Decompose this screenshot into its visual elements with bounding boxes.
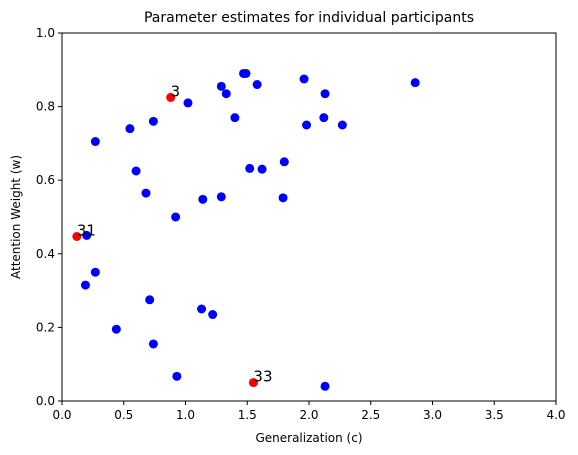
x-axis-label: Generalization (c): [255, 431, 362, 445]
point: [279, 157, 289, 167]
point: [125, 124, 135, 134]
x-tick-label: 2.5: [361, 408, 380, 422]
point: [171, 212, 181, 222]
point-label: 3: [171, 82, 181, 100]
point: [302, 120, 312, 130]
y-tick-label: 0.6: [36, 173, 55, 187]
x-tick-label: 0.5: [114, 408, 133, 422]
point: [319, 113, 329, 123]
point: [148, 339, 158, 349]
point: [198, 194, 208, 204]
x-tick-label: 1.5: [238, 408, 257, 422]
y-tick-label: 0.0: [36, 394, 55, 408]
point: [245, 163, 255, 173]
point: [197, 304, 207, 314]
x-tick-label: 2.0: [299, 408, 318, 422]
point: [299, 74, 309, 84]
point: [72, 232, 82, 242]
point: [320, 381, 330, 391]
point: [278, 193, 288, 203]
y-tick-label: 0.8: [36, 100, 55, 114]
point: [257, 164, 267, 174]
y-tick-label: 1.0: [36, 26, 55, 40]
point: [252, 80, 262, 90]
point: [248, 378, 258, 388]
x-tick-label: 3.5: [485, 408, 504, 422]
point: [90, 267, 100, 277]
chart-title: Parameter estimates for individual parti…: [144, 10, 474, 26]
point-label: 33: [253, 368, 272, 386]
point: [241, 68, 251, 78]
point: [148, 116, 158, 126]
point: [111, 324, 121, 334]
point: [230, 113, 240, 123]
point: [337, 120, 347, 130]
y-tick-label: 0.4: [36, 247, 55, 261]
point: [320, 89, 330, 99]
point: [216, 81, 226, 91]
point: [145, 295, 155, 305]
point: [141, 188, 151, 198]
x-tick-label: 1.0: [176, 408, 195, 422]
y-tick-label: 0.2: [36, 320, 55, 334]
plot-frame: [61, 32, 557, 402]
point: [221, 89, 231, 99]
point: [183, 98, 193, 108]
point: [410, 78, 420, 88]
point: [131, 166, 141, 176]
y-axis-label: Attention Weight (w): [9, 155, 23, 279]
x-tick-label: 3.0: [423, 408, 442, 422]
point: [216, 192, 226, 202]
point: [82, 230, 92, 240]
x-tick-label: 4.0: [546, 408, 565, 422]
point: [90, 137, 100, 147]
point-label: 31: [77, 222, 96, 240]
x-tick-label: 0.0: [52, 408, 71, 422]
point: [166, 92, 176, 102]
point: [208, 310, 218, 320]
point: [80, 280, 90, 290]
point: [172, 371, 182, 381]
